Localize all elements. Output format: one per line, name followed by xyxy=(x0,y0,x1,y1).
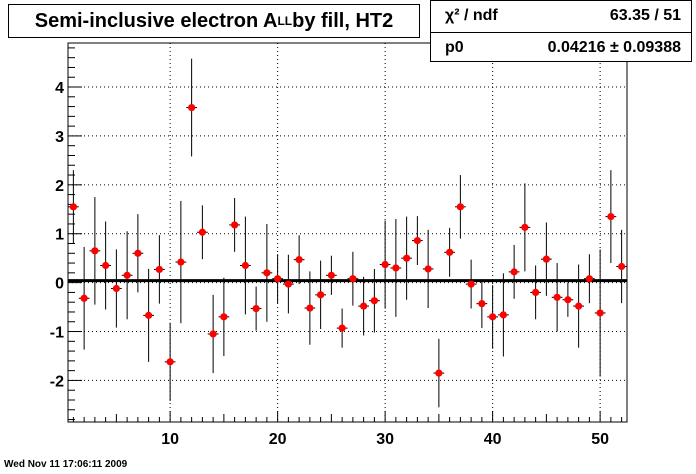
data-point xyxy=(317,291,325,299)
y-tick-label: 0 xyxy=(55,276,64,293)
data-point xyxy=(618,262,626,271)
stats-chi2-label: χ² / ndf xyxy=(445,7,498,24)
y-tick-label: -2 xyxy=(50,373,64,390)
data-point xyxy=(327,271,335,279)
data-point xyxy=(521,223,529,231)
data-point xyxy=(209,330,217,338)
x-tick-label: 20 xyxy=(269,431,287,448)
stats-p0-value: 0.04216 ± 0.09388 xyxy=(547,38,681,56)
x-tick-label: 10 xyxy=(161,431,179,448)
data-point xyxy=(435,369,443,377)
data-point xyxy=(295,256,303,264)
data-point xyxy=(499,311,507,319)
data-point xyxy=(575,302,583,310)
data-point xyxy=(596,309,604,317)
data-point xyxy=(381,260,389,269)
data-point xyxy=(532,288,540,297)
data-point xyxy=(564,296,572,304)
data-point xyxy=(198,228,206,236)
data-point xyxy=(145,311,153,319)
data-point xyxy=(177,258,185,266)
y-tick-label: 1 xyxy=(55,227,64,244)
data-point xyxy=(123,271,131,279)
data-point xyxy=(510,268,518,276)
data-point xyxy=(585,275,593,283)
data-point xyxy=(456,203,464,211)
y-tick-label: 4 xyxy=(55,80,64,97)
title-prefix: Semi-inclusive electron A xyxy=(34,9,278,32)
stats-box: χ² / ndf 63.35 / 51 p0 0.04216 ± 0.09388 xyxy=(430,0,692,62)
data-point xyxy=(188,103,196,112)
plot-frame xyxy=(67,42,628,423)
x-tick-label: 50 xyxy=(591,431,609,448)
data-point xyxy=(112,284,120,293)
x-tick-label: 40 xyxy=(484,431,502,448)
stats-row-p0: p0 0.04216 ± 0.09388 xyxy=(431,32,691,62)
data-point xyxy=(446,248,454,256)
data-point xyxy=(467,280,475,288)
data-point xyxy=(252,304,260,313)
y-tick-label: -1 xyxy=(50,325,64,342)
x-tick-label: 30 xyxy=(376,431,394,448)
data-point xyxy=(80,294,88,302)
y-tick-label: 3 xyxy=(55,129,64,146)
data-point xyxy=(542,255,550,263)
chart-title: Semi-inclusive electron A LL by fill, HT2 xyxy=(8,4,420,38)
timestamp: Wed Nov 11 17:06:11 2009 xyxy=(4,459,128,470)
data-point xyxy=(489,313,497,321)
data-point xyxy=(274,275,282,283)
data-point xyxy=(424,265,432,273)
data-point xyxy=(360,302,368,310)
stats-p0-label: p0 xyxy=(445,38,464,56)
stats-row-chi2: χ² / ndf 63.35 / 51 xyxy=(431,1,691,31)
data-point xyxy=(231,221,239,229)
data-point xyxy=(102,261,110,270)
data-point xyxy=(349,275,357,283)
y-tick-label: 2 xyxy=(55,178,64,195)
stats-chi2-value: 63.35 / 51 xyxy=(609,7,681,24)
data-point xyxy=(413,236,421,245)
data-point xyxy=(478,300,486,308)
data-point xyxy=(284,280,292,288)
data-point xyxy=(134,249,142,257)
data-point xyxy=(166,358,174,366)
data-point xyxy=(69,203,77,211)
data-point xyxy=(220,313,228,321)
data-point xyxy=(306,304,314,312)
data-point xyxy=(91,247,99,255)
data-point xyxy=(392,264,400,272)
data-point xyxy=(241,261,249,270)
data-point xyxy=(338,324,346,332)
data-point xyxy=(370,297,378,305)
title-suffix: by fill, HT2 xyxy=(292,9,394,32)
data-point xyxy=(403,254,411,262)
data-point xyxy=(553,293,561,301)
data-point xyxy=(155,265,163,274)
data-point xyxy=(607,213,615,221)
data-point xyxy=(263,269,271,277)
title-subscript: LL xyxy=(277,14,293,28)
